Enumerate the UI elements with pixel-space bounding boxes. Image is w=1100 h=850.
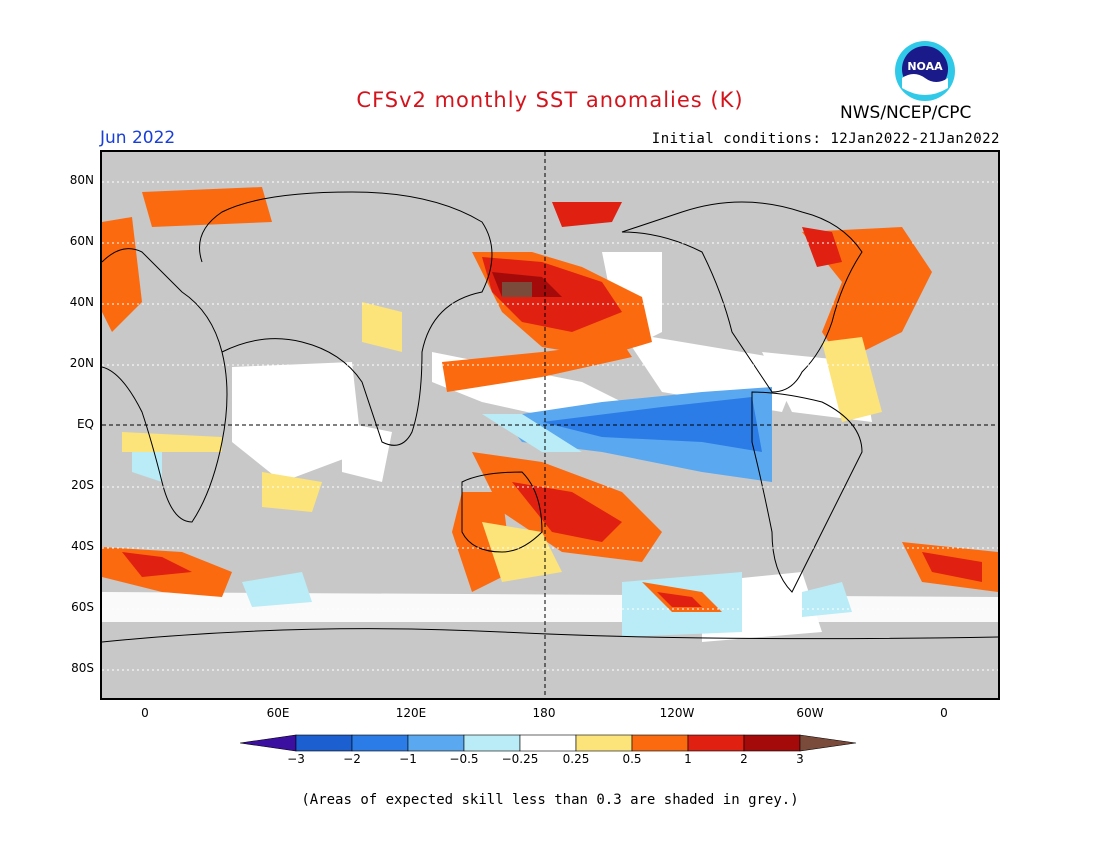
map-gridlines (102, 152, 998, 698)
colorbar-label: −2 (343, 752, 361, 766)
colorbar-swatch (743, 734, 801, 752)
colorbar-label: −1 (399, 752, 417, 766)
lat-label: 60N (69, 234, 94, 248)
lon-label: 60W (796, 706, 824, 720)
lat-label: 80S (71, 661, 94, 675)
colorbar-label: 1 (684, 752, 692, 766)
warm-anomaly-regions (102, 187, 998, 612)
colorbar-swatch (519, 734, 577, 752)
chart-title: CFSv2 monthly SST anomalies (K) (356, 88, 744, 112)
map-minor-gridlines (102, 181, 998, 671)
initial-conditions: Initial conditions: 12Jan2022-21Jan2022 (651, 131, 1000, 147)
skill-note: (Areas of expected skill less than 0.3 a… (301, 792, 799, 808)
colorbar-label: −0.5 (449, 752, 479, 766)
colorbar-swatch (575, 734, 633, 752)
colorbar-swatch (687, 734, 745, 752)
lat-label: 60S (71, 600, 94, 614)
colorbar-swatch (295, 734, 353, 752)
lon-label: 120E (395, 706, 427, 720)
colorbar-swatch (407, 734, 465, 752)
agency-label: NWS/NCEP/CPC (840, 103, 972, 123)
lon-label: 0 (940, 706, 948, 720)
colorbar-swatch (799, 734, 857, 752)
colorbar-swatch (351, 734, 409, 752)
lat-label: 20N (69, 356, 94, 370)
lat-label: 40S (71, 539, 94, 553)
colorbar-label: 2 (740, 752, 748, 766)
mild-warm-regions (122, 302, 882, 582)
colorbar-swatch (240, 734, 297, 752)
colorbar-label: −3 (287, 752, 305, 766)
colorbar-label: −0.25 (501, 752, 539, 766)
colorbar-label: 0.25 (562, 752, 590, 766)
lon-label: 180 (532, 706, 556, 720)
lat-label: 80N (69, 173, 94, 187)
lon-label: 60E (266, 706, 290, 720)
lat-label: 20S (71, 478, 94, 492)
lat-label: 40N (69, 295, 94, 309)
coastlines (102, 191, 998, 643)
colorbar-label: 0.5 (622, 752, 642, 766)
lat-label: EQ (76, 417, 94, 431)
lon-label: 120W (659, 706, 695, 720)
noaa-logo-text: NOAA (907, 60, 943, 73)
colorbar-swatch (631, 734, 689, 752)
colorbar-swatch (463, 734, 521, 752)
colorbar-label: 3 (796, 752, 804, 766)
map-canvas (102, 152, 998, 698)
sst-anomaly-map (100, 150, 1000, 700)
forecast-month: Jun 2022 (100, 128, 176, 148)
lon-label: 0 (141, 706, 149, 720)
noaa-logo: NOAA (895, 41, 955, 101)
colorbar (240, 734, 857, 752)
